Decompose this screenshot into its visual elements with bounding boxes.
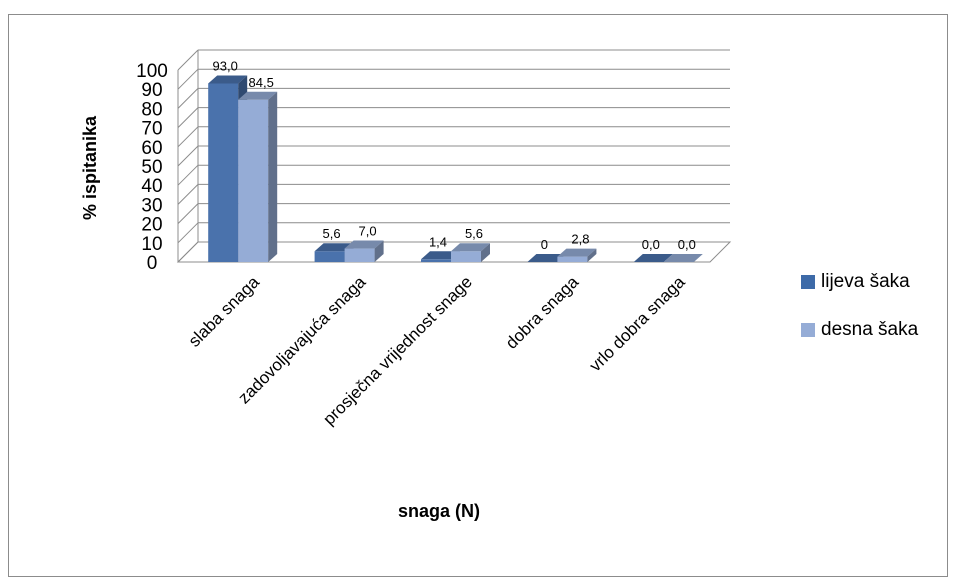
data-label: 5,6 bbox=[465, 226, 483, 241]
bar bbox=[314, 251, 345, 262]
gridline-side bbox=[177, 184, 199, 205]
gridlines bbox=[176, 49, 732, 263]
bar-side bbox=[268, 91, 278, 262]
y-tick-label: 90 bbox=[141, 80, 162, 101]
y-tick-label: 80 bbox=[141, 99, 162, 120]
bar bbox=[451, 251, 481, 262]
data-label: 7,0 bbox=[359, 224, 377, 239]
x-category-label: dobra snaga bbox=[502, 272, 583, 353]
bar-top bbox=[633, 254, 673, 262]
y-tick-label: 0 bbox=[147, 253, 158, 274]
gridline-side bbox=[177, 107, 199, 128]
gridline-side bbox=[177, 126, 199, 148]
legend-label-left-hand: lijeva šaka bbox=[821, 271, 910, 292]
gridline-side bbox=[177, 145, 199, 167]
y-tick-label: 10 bbox=[141, 234, 162, 255]
bar-side bbox=[374, 240, 384, 262]
bar-top bbox=[421, 251, 460, 260]
gridline-side bbox=[177, 49, 199, 71]
y-tick-label: 30 bbox=[141, 195, 162, 216]
data-label: 0 bbox=[541, 237, 548, 252]
bar bbox=[344, 248, 375, 262]
y-tick-label: 70 bbox=[141, 119, 162, 140]
gridline-side bbox=[177, 88, 199, 109]
x-axis-title: snaga (N) bbox=[398, 501, 480, 521]
bar bbox=[208, 83, 239, 262]
bar-top bbox=[344, 240, 384, 249]
data-label: 84,5 bbox=[249, 75, 274, 90]
data-labels: 93,0 84,5 5,6 7,0 1,4 5,6 0 2,8 0,0 0,0 bbox=[213, 58, 696, 252]
legend-item-right-hand: desna šaka bbox=[801, 318, 918, 342]
data-label: 2,8 bbox=[571, 232, 589, 247]
y-axis-title: % ispitanika bbox=[80, 115, 100, 220]
data-label: 1,4 bbox=[429, 234, 447, 249]
y-tick-label: 100 bbox=[136, 61, 168, 82]
bar-top bbox=[451, 243, 490, 252]
x-category-label: vrlo dobra snaga bbox=[586, 272, 689, 375]
bar-top bbox=[238, 91, 278, 100]
bar bbox=[421, 259, 451, 262]
y-tick-label: 60 bbox=[141, 138, 162, 159]
legend-swatch-right-hand bbox=[801, 323, 815, 337]
data-label: 5,6 bbox=[323, 226, 341, 241]
legend-label-right-hand: desna šaka bbox=[821, 319, 919, 340]
bar-top bbox=[208, 75, 248, 84]
data-label: 0,0 bbox=[678, 237, 696, 252]
bar-top bbox=[527, 254, 567, 262]
bars bbox=[208, 75, 703, 262]
bar bbox=[557, 256, 588, 262]
bar-side bbox=[481, 243, 490, 262]
gridline-side bbox=[177, 68, 199, 90]
x-category-label: slaba snaga bbox=[185, 272, 264, 351]
bar bbox=[238, 99, 269, 262]
bar-top bbox=[663, 254, 703, 262]
bar-side bbox=[587, 248, 597, 262]
gridline-side bbox=[177, 203, 199, 224]
gridline-side bbox=[177, 164, 199, 186]
data-label: 0,0 bbox=[642, 237, 660, 252]
y-tick-label: 20 bbox=[141, 215, 162, 236]
y-tick-label: 50 bbox=[141, 157, 162, 178]
y-tick-label: 40 bbox=[141, 176, 162, 197]
legend-item-left-hand: lijeva šaka bbox=[801, 270, 918, 294]
bar-top bbox=[314, 243, 354, 252]
legend: lijeva šaka desna šaka bbox=[801, 270, 918, 366]
data-label: 93,0 bbox=[213, 58, 238, 73]
gridline-side bbox=[177, 222, 199, 244]
legend-swatch-left-hand bbox=[801, 275, 815, 289]
bar-top bbox=[557, 248, 597, 257]
